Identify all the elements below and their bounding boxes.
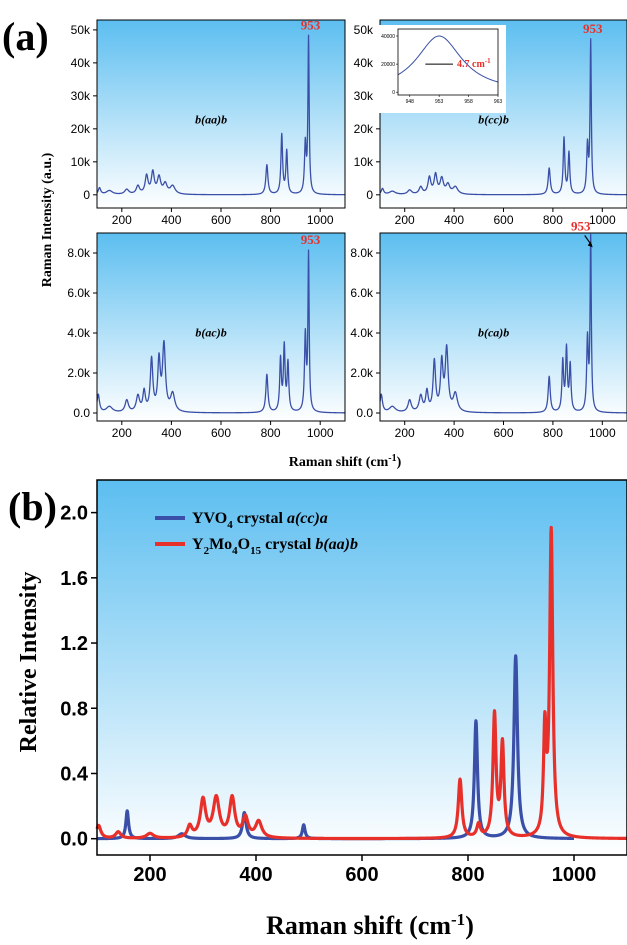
sample-geometry-label: b(aa)b — [195, 112, 227, 126]
y-tick-label: 10k — [71, 155, 91, 169]
x-tick-label: 800 — [543, 213, 563, 227]
peak-arrowhead — [587, 241, 593, 248]
x-tick-label: 1000 — [552, 864, 597, 886]
peak-label: 953 — [301, 232, 321, 247]
inset-y-tick-label: 0 — [392, 90, 395, 96]
x-tick-label: 200 — [112, 213, 132, 227]
y-tick-label: 8.0k — [67, 246, 91, 260]
inset-plot: 948 953 958 963 0 20000 40000 4.7 cm-1 — [376, 25, 506, 113]
panel-b-y-axis-label: Relative Intensity — [16, 572, 42, 753]
sample-geometry-label: b(ca)b — [478, 325, 509, 339]
y-tick-label: 0 — [83, 188, 90, 202]
x-tick-label: 1000 — [307, 426, 334, 440]
y-tick-label: 40k — [354, 56, 374, 70]
series-line-1 — [96, 34, 346, 196]
x-tick-label: 600 — [211, 213, 231, 227]
x-tick-label: 200 — [395, 213, 415, 227]
y-tick-label: 0.0 — [73, 406, 90, 420]
sample-geometry-label: b(cc)b — [478, 112, 509, 126]
y-tick-label: 2.0k — [67, 366, 91, 380]
x-tick-label: 600 — [493, 213, 513, 227]
inset-x-tick-label: 963 — [494, 99, 503, 105]
inset-x-tick-label: 953 — [435, 99, 444, 105]
legend-label: Y2Mo4O15 crystal b(aa)b — [192, 536, 358, 557]
plot-a4: 200 400 600 800 1000 0.0 2.0k 4.0k 6.0k 8.0k b(ca)… — [350, 218, 627, 440]
y-tick-label: 4.0k — [350, 326, 374, 340]
x-tick-label: 600 — [345, 864, 378, 886]
series-line-1 — [379, 233, 627, 414]
inset-y-tick-label: 40000 — [381, 34, 395, 40]
x-tick-label: 800 — [451, 864, 484, 886]
y-tick-label: 6.0k — [67, 286, 91, 300]
y-tick-label: 4.0k — [67, 326, 91, 340]
x-tick-label: 1000 — [589, 213, 616, 227]
x-tick-label: 800 — [543, 426, 563, 440]
y-tick-label: 8.0k — [350, 246, 374, 260]
y-tick-label: 50k — [71, 23, 91, 37]
inset-line — [397, 35, 499, 83]
fwhm-label: 4.7 cm-1 — [457, 57, 491, 70]
plot-a3: 200 400 600 800 1000 0.0 2.0k 4.0k 6.0k 8.0k b(ac)… — [67, 232, 346, 440]
y-tick-label: 6.0k — [350, 286, 374, 300]
y-tick-label: 10k — [354, 155, 374, 169]
legend-entry-2: Y2Mo4O15 crystal b(aa)b — [155, 536, 358, 557]
sample-geometry-label: b(ac)b — [195, 325, 226, 339]
legend-entry-1: YVO4 crystal a(cc)a — [155, 510, 328, 531]
y-tick-label: 40k — [71, 56, 91, 70]
y-tick-label: 20k — [354, 122, 374, 136]
y-tick-label: 2.0k — [350, 366, 374, 380]
plot-a1: 200 400 600 800 1000 0 10k 20k 30k 40k 50k b(aa)b 95… — [71, 17, 346, 227]
panel-a-y-axis-label: Raman Intensity (a.u.) — [40, 152, 55, 287]
panel-a-label: (a) — [2, 14, 49, 59]
plot-b: 200 400 600 800 1000 0.0 0.4 0.8 1.2 1.6 2.0 — [60, 479, 627, 886]
y-tick-label: 0.4 — [60, 763, 89, 785]
y-tick-label: 1.6 — [60, 568, 88, 590]
x-tick-label: 200 — [133, 864, 166, 886]
y-tick-label: 20k — [71, 122, 91, 136]
plot-background — [97, 480, 627, 855]
inset-x-tick-label: 958 — [464, 99, 473, 105]
panel-a-x-axis-label: Raman shift (cm-1) — [289, 453, 402, 470]
y-tick-label: 0.0 — [356, 406, 373, 420]
panel-b-x-axis-label: Raman shift (cm-1) — [266, 910, 474, 940]
x-tick-label: 1000 — [589, 426, 616, 440]
x-tick-label: 600 — [211, 426, 231, 440]
x-tick-label: 600 — [493, 426, 513, 440]
y-tick-label: 0.8 — [60, 698, 88, 720]
peak-label: 953 — [571, 218, 591, 233]
x-tick-label: 1000 — [307, 213, 334, 227]
y-tick-label: 2.0 — [60, 503, 88, 525]
y-tick-label: 0.0 — [60, 829, 88, 851]
x-tick-label: 400 — [444, 426, 464, 440]
series-line-1 — [96, 249, 346, 414]
x-tick-label: 400 — [161, 426, 181, 440]
y-tick-label: 50k — [354, 23, 374, 37]
y-tick-label: 0 — [366, 188, 373, 202]
series-line-2 — [95, 525, 627, 841]
inset-frame — [397, 28, 499, 96]
panel-b-label: (b) — [8, 484, 57, 529]
x-tick-label: 400 — [444, 213, 464, 227]
series-line-1 — [379, 38, 627, 196]
inset-x-tick-label: 948 — [406, 99, 415, 105]
x-tick-label: 800 — [261, 426, 281, 440]
peak-label: 953 — [301, 17, 321, 32]
x-tick-label: 800 — [261, 213, 281, 227]
y-tick-label: 30k — [354, 89, 374, 103]
plot-a2: 200 400 600 800 1000 0 10k 20k 30k 40k 50k b(cc)b 95… — [354, 19, 627, 227]
x-tick-label: 400 — [161, 213, 181, 227]
y-tick-label: 1.2 — [60, 633, 88, 655]
peak-label: 953 — [583, 21, 603, 36]
inset-y-tick-label: 20000 — [381, 62, 395, 68]
y-tick-label: 30k — [71, 89, 91, 103]
x-tick-label: 400 — [239, 864, 272, 886]
x-tick-label: 200 — [395, 426, 415, 440]
legend-label: YVO4 crystal a(cc)a — [192, 510, 328, 531]
x-tick-label: 200 — [112, 426, 132, 440]
